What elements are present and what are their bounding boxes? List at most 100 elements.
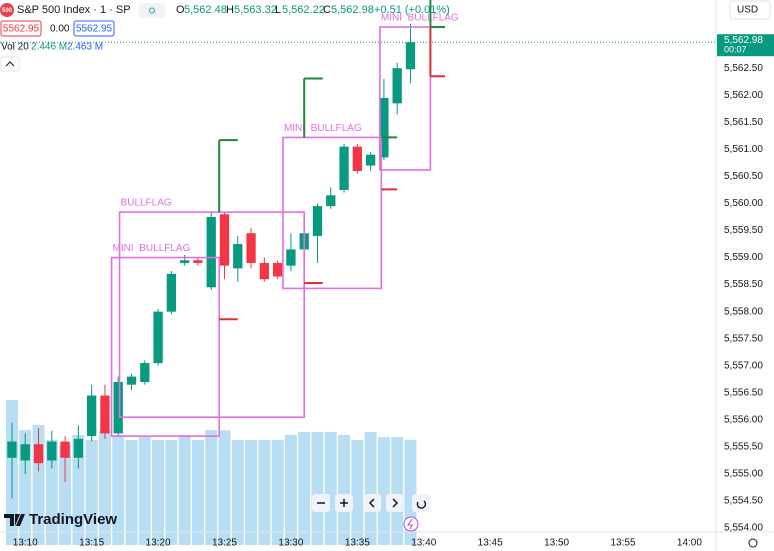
change: +0.51 (+0.01%) <box>374 4 450 16</box>
y-tick-label: 5,556.00 <box>724 415 763 426</box>
open-value: 5,562.48 <box>184 4 227 16</box>
candle-body <box>87 395 97 437</box>
y-tick-label: 5,562.50 <box>724 63 763 74</box>
candle-body <box>379 97 389 158</box>
sell-button[interactable] <box>0 20 42 37</box>
ask: 5562.95 <box>76 24 113 35</box>
x-tick-label: 13:25 <box>212 538 237 549</box>
candle-body <box>166 273 177 312</box>
volume-bar <box>191 440 204 545</box>
candle-body <box>352 146 362 171</box>
low-label: L <box>275 4 281 16</box>
candle-body <box>113 382 123 434</box>
navigation <box>312 494 430 512</box>
volume-bar <box>72 434 85 545</box>
axes: 5,554.00 5,554.50 5,555.00 5,555.50 5,556.00… <box>13 34 774 549</box>
candle-body <box>33 444 44 464</box>
y-tick-label: 5,558.50 <box>724 279 763 290</box>
volume-bar <box>178 434 191 545</box>
candle-body <box>286 249 296 266</box>
volume-bar <box>59 444 72 545</box>
close-value: 5,562.98 <box>331 4 374 16</box>
symbol-badge <box>0 3 14 17</box>
pattern-label: MINI BULLFLAG <box>113 243 191 254</box>
candle-body <box>100 395 110 434</box>
candle-body <box>312 206 323 236</box>
left-icon <box>368 498 375 508</box>
settings-icon[interactable] <box>748 538 758 548</box>
y-tick-label: 5,562.00 <box>724 90 763 101</box>
pattern-label: MINI BULLFLAG <box>381 13 459 24</box>
volume-bar <box>218 430 231 545</box>
collapse-button[interactable] <box>0 56 20 72</box>
candle-body <box>179 260 190 263</box>
candle-body <box>140 363 150 383</box>
x-tick-label: 13:55 <box>610 538 635 549</box>
x-tick-label: 13:45 <box>478 538 503 549</box>
x-tick-label: 13:15 <box>79 538 104 549</box>
x-tick-label: 13:30 <box>278 538 303 549</box>
logo-mark <box>4 514 25 526</box>
plus-icon <box>340 499 348 507</box>
collapse-icon <box>5 61 15 67</box>
candle-body <box>259 262 269 280</box>
volume-bar <box>258 440 271 545</box>
last-price-tag <box>717 34 774 57</box>
pattern-box <box>282 136 383 290</box>
spread: 0.00 <box>50 24 70 35</box>
candle-body <box>60 441 70 458</box>
candle-body <box>326 195 336 207</box>
buy-button[interactable] <box>73 20 115 37</box>
reset[interactable] <box>412 494 430 512</box>
replay-icon[interactable] <box>403 516 419 532</box>
candle-body <box>193 260 203 263</box>
plot: MINI BULLFLAG BULLFLAG MINI BULLFLAG MINI B… <box>0 0 716 499</box>
volume-bar <box>32 425 45 545</box>
currency-button[interactable] <box>729 0 771 20</box>
volume-bar <box>364 431 377 545</box>
candle-body <box>20 444 30 461</box>
volume-bar <box>311 431 324 545</box>
x-tick-label: 13:50 <box>544 538 569 549</box>
x-tick-label: 13:20 <box>146 538 171 549</box>
visibility-toggle[interactable] <box>139 3 165 18</box>
high-value: 5,563.32 <box>234 4 277 16</box>
candle-body <box>339 146 349 190</box>
volume-value: 2.446 M <box>31 42 67 53</box>
last-price-label: 5,562.98 <box>724 35 763 46</box>
pattern-box <box>379 26 432 171</box>
y-tick-label: 5,557.00 <box>724 360 763 371</box>
x-tick-label: 13:40 <box>411 538 436 549</box>
y-tick-label: 5,560.00 <box>724 198 763 209</box>
open-label: O <box>176 4 185 16</box>
candle-body <box>126 376 137 385</box>
volume-label: Vol 20 <box>1 42 29 53</box>
y-tick-label: 5,559.50 <box>724 225 763 236</box>
y-tick-label: 5,554.50 <box>724 496 763 507</box>
volume-bar <box>324 431 337 545</box>
candle-body <box>246 233 256 263</box>
close-label: C <box>323 4 331 16</box>
x-tick-label: 14:00 <box>677 538 702 549</box>
y-tick-label: 5,554.00 <box>724 523 763 534</box>
candle-body <box>153 311 163 364</box>
volume-bar <box>125 440 138 545</box>
volume-bar <box>298 431 311 545</box>
y-tick-label: 5,560.50 <box>724 171 763 182</box>
candle-body <box>47 441 57 461</box>
bid: 5562.95 <box>3 24 40 35</box>
currency: USD <box>737 5 758 16</box>
volume-bar <box>338 434 351 545</box>
x-tick-label: 13:10 <box>13 538 38 549</box>
right-icon <box>392 498 399 508</box>
brand: TradingView <box>29 511 117 528</box>
scroll-left[interactable] <box>363 494 381 512</box>
symbol[interactable]: S&P 500 Index · 1 · SP <box>17 4 131 16</box>
candle-body <box>365 154 376 166</box>
volume-bar <box>284 434 297 545</box>
volume-bar <box>98 430 111 545</box>
candle-body <box>405 42 416 70</box>
scroll-right[interactable] <box>386 494 404 512</box>
volume-pane <box>5 400 417 545</box>
